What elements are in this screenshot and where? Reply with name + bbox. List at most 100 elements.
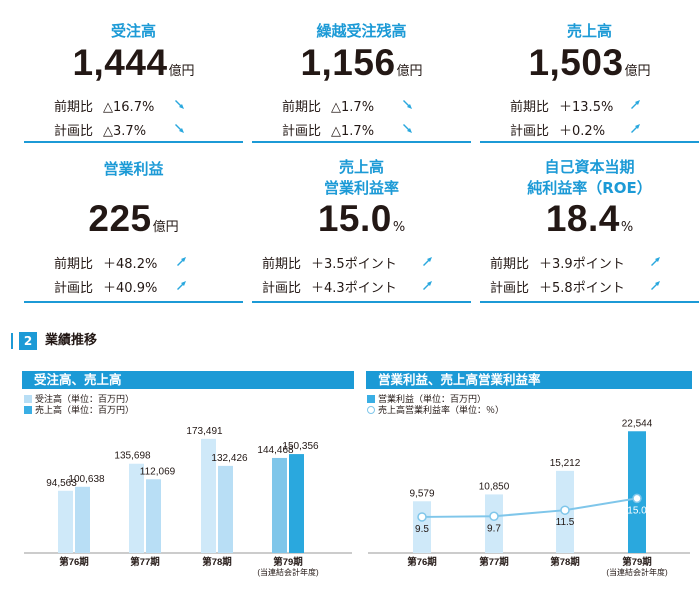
kpi-comparison-label: 前期比 <box>54 257 94 272</box>
kpi-value: 18.4% <box>480 198 699 240</box>
arrow-down-right-icon <box>175 124 184 133</box>
kpi-comparison-value: ＋3.5ポイント <box>311 257 397 272</box>
kpi-underline <box>24 141 243 143</box>
kpi-number: 1,503 <box>528 42 624 83</box>
kpi-comparison-value: ＋0.2% <box>559 124 606 139</box>
section-title: 業績推移 <box>45 333 98 348</box>
kpi-unit: 億円 <box>396 64 423 79</box>
bar-value-label: 22,544 <box>622 418 653 429</box>
kpi-title: 営業利益 <box>103 160 164 178</box>
kpi-value: 1,156億円 <box>252 42 471 84</box>
bar-value-label: 144,468 <box>257 445 294 456</box>
kpi-comparison-label: 前期比 <box>282 100 322 115</box>
kpi-unit: % <box>392 220 406 235</box>
x-tick-label: 第78期 <box>550 556 580 568</box>
bar-value-label: 9,579 <box>409 488 434 499</box>
margin-value-label: 11.5 <box>556 517 575 528</box>
kpi-comparison-value: △1.7% <box>331 124 375 139</box>
kpi-card: 受注高 1,444億円 前期比 △16.7% 計画比 △3.7% <box>24 12 243 146</box>
kpi-underline <box>252 141 471 143</box>
bar-value-label: 132,426 <box>211 453 248 464</box>
x-tick-label: 第76期 <box>59 556 89 568</box>
kpi-comparison-value: ＋13.5% <box>559 100 614 115</box>
kpi-comparison-row: 前期比 ＋3.5ポイント <box>262 253 397 272</box>
bar-value-label: 135,698 <box>114 451 151 462</box>
kpi-comparison-label: 計画比 <box>282 124 322 139</box>
kpi-comparison-row: 前期比 ＋13.5% <box>510 96 613 115</box>
kpi-comparison-row: 計画比 ＋40.9% <box>54 277 157 296</box>
kpi-comparison-row: 前期比 △16.7% <box>54 96 154 115</box>
arrow-up-right-icon <box>651 257 660 266</box>
chart2-legend-profit: 営業利益（単位：百万円） <box>367 392 486 405</box>
chart2-legend-margin: 売上高営業利益率（単位：％） <box>367 403 504 416</box>
section-number: 2 <box>19 332 37 350</box>
bar-operating-profit <box>485 494 503 553</box>
arrow-up-right-icon <box>177 257 186 266</box>
margin-value-label: 9.7 <box>487 523 501 534</box>
bar-sales <box>75 486 90 553</box>
kpi-comparison-value: △16.7% <box>103 100 155 115</box>
chart1-legend-orders: 受注高（単位：百万円） <box>24 392 134 405</box>
bar-orders <box>272 457 287 553</box>
arrow-up-right-icon <box>631 100 640 109</box>
kpi-title: 繰越受注残高 <box>316 22 407 40</box>
x-tick-note: (当連結会計年度) <box>257 567 319 577</box>
x-tick-label: 第79期 <box>622 556 652 568</box>
kpi-unit: 億円 <box>168 64 195 79</box>
chart1-header: 受注高、売上高 <box>22 371 354 389</box>
x-tick-label: 第76期 <box>407 556 437 568</box>
kpi-comparison-label: 計画比 <box>490 281 530 296</box>
bar-value-label: 10,850 <box>479 481 510 492</box>
kpi-comparison-label: 前期比 <box>490 257 530 272</box>
kpi-card: 営業利益 225億円前期比 ＋48.2% 計画比 ＋40.9% <box>24 150 243 303</box>
kpi-comparison-value: △3.7% <box>103 124 147 139</box>
arrow-up-right-icon <box>651 281 660 290</box>
kpi-underline <box>24 301 243 303</box>
margin-point <box>489 511 499 522</box>
kpi-comparison-row: 前期比 ＋48.2% <box>54 253 157 272</box>
bar-value-label: 150,356 <box>282 441 319 452</box>
kpi-number: 225 <box>88 198 152 239</box>
kpi-comparison-row: 前期比 ＋3.9ポイント <box>490 253 625 272</box>
arrow-down-right-icon <box>403 124 412 133</box>
kpi-title: 純利益率（ROE） <box>527 179 652 197</box>
kpi-comparison-value: ＋48.2% <box>103 257 158 272</box>
x-tick-label: 第77期 <box>479 556 509 568</box>
kpi-comparison-label: 前期比 <box>262 257 302 272</box>
arrow-up-right-icon <box>423 257 432 266</box>
bar-orders <box>201 438 216 553</box>
kpi-card: 自己資本当期 純利益率（ROE） 18.4% 前期比 ＋3.9ポイント 計画比 ＋5.8ポイ… <box>480 150 699 303</box>
margin-line <box>421 497 638 518</box>
legend-label-profit: 営業利益（単位：百万円） <box>378 395 487 405</box>
kpi-title: 営業利益率 <box>323 179 399 197</box>
margin-point <box>417 512 427 522</box>
kpi-unit: 億円 <box>152 220 179 235</box>
kpi-title: 売上高 <box>566 22 612 40</box>
x-tick-label: 第78期 <box>202 556 232 568</box>
kpi-comparison-value: △1.7% <box>331 100 375 115</box>
kpi-underline <box>252 301 471 303</box>
kpi-number: 1,156 <box>300 42 396 83</box>
kpi-comparison-label: 計画比 <box>262 281 302 296</box>
kpi-comparison-value: ＋3.9ポイント <box>539 257 625 272</box>
bar-orders <box>58 490 73 553</box>
bar-sales <box>218 465 233 553</box>
arrow-up-right-icon <box>631 124 640 133</box>
bar-sales <box>289 454 304 553</box>
kpi-comparison-label: 前期比 <box>510 100 550 115</box>
kpi-card: 繰越受注残高 1,156億円前期比 △1.7% 計画比 △1.7% <box>252 12 471 146</box>
legend-swatch-sales <box>24 406 32 414</box>
arrow-down-right-icon <box>175 100 184 109</box>
section-bar <box>11 333 13 349</box>
kpi-comparison-row: 前期比 △1.7% <box>282 96 374 115</box>
legend-swatch-profit <box>367 395 375 403</box>
kpi-value: 1,444億円 <box>24 42 243 84</box>
bar-orders <box>129 463 144 553</box>
margin-point <box>560 505 570 515</box>
kpi-comparison-value: ＋5.8ポイント <box>539 281 625 296</box>
bar-value-label: 15,212 <box>550 458 581 469</box>
margin-point <box>632 493 642 504</box>
kpi-title: 売上高 <box>338 158 384 176</box>
bar-value-label: 100,638 <box>68 474 105 485</box>
